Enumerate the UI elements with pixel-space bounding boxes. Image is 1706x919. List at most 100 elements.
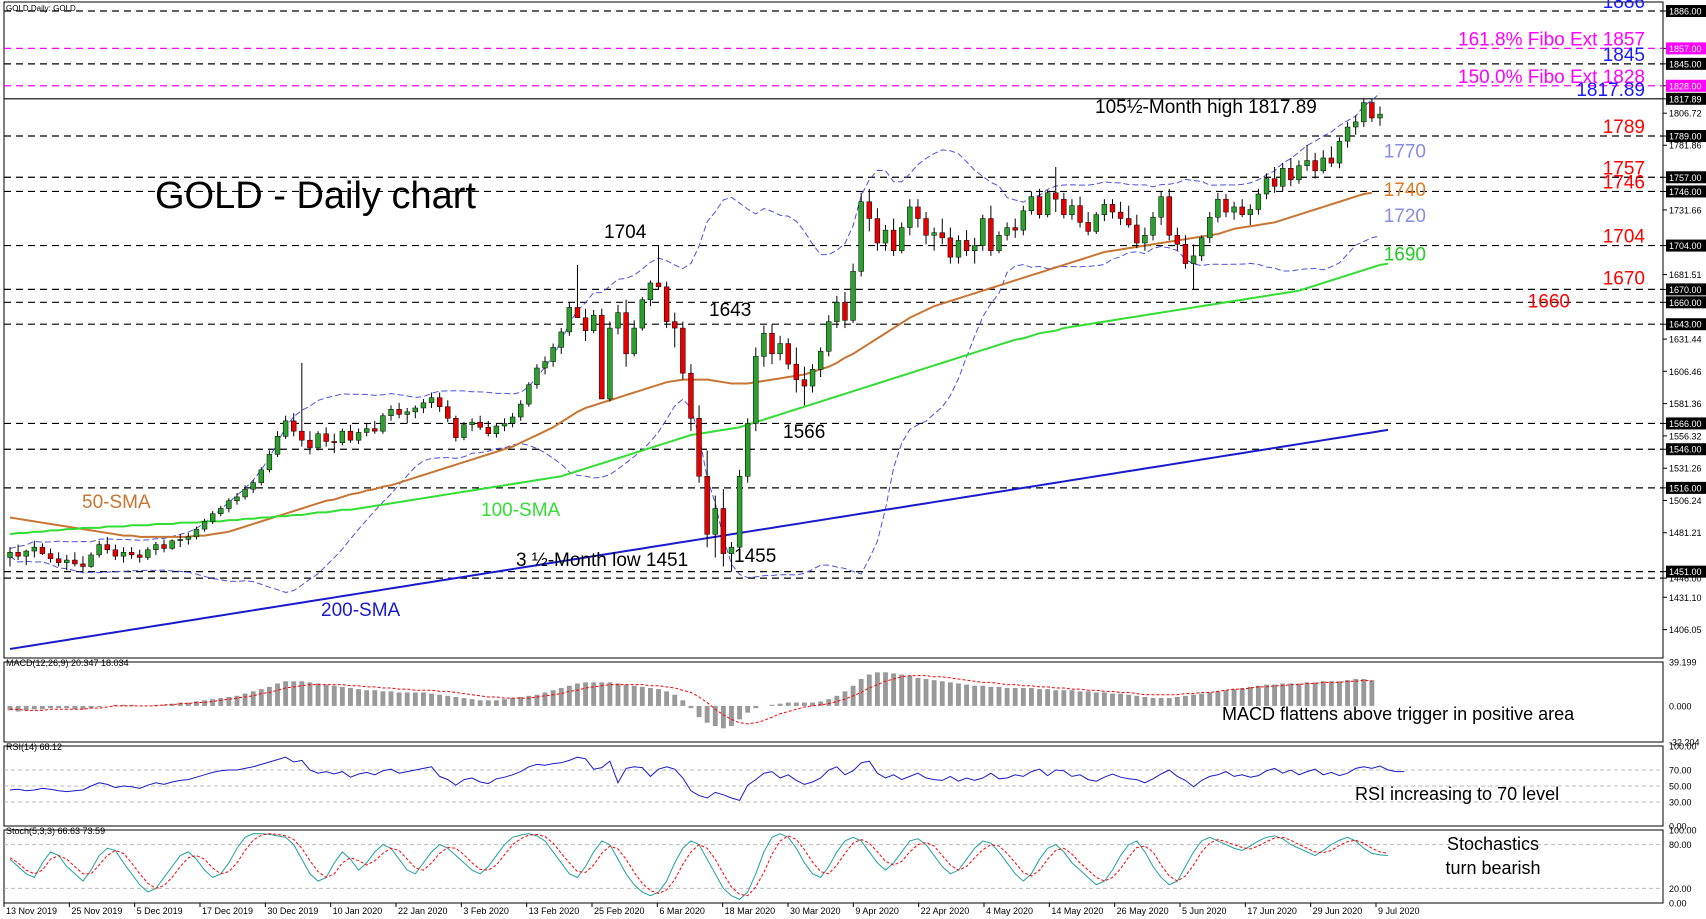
macd-bar: [283, 681, 289, 706]
macd-bar: [1166, 698, 1172, 706]
macd-bar: [956, 683, 961, 706]
candle-body: [355, 432, 362, 441]
candle-body: [388, 409, 394, 416]
macd-bar: [1053, 690, 1059, 706]
macd-bar: [502, 699, 507, 706]
rsi-tick: 100.00: [1669, 742, 1697, 752]
candle-body: [1328, 157, 1335, 164]
price-tick-label: 1531.26: [1669, 464, 1702, 474]
macd-bar: [834, 695, 840, 706]
macd-bar: [526, 695, 532, 706]
rsi-tick: 0.00: [1669, 822, 1687, 832]
macd-bar: [591, 682, 597, 706]
candle-body: [663, 286, 670, 322]
macd-bar: [647, 687, 653, 706]
candle-body: [250, 482, 256, 490]
candle-body: [128, 552, 135, 556]
sma-line-200-sma: [9, 428, 1389, 650]
candle-body: [1263, 178, 1270, 195]
price-tick-box: [1666, 239, 1706, 252]
candle-body: [1361, 102, 1367, 123]
candle-body: [226, 500, 232, 509]
macd-bar: [177, 702, 183, 706]
candle-body: [137, 554, 143, 558]
macd-bar: [566, 685, 572, 706]
macd-bar: [818, 701, 824, 706]
candle-body: [939, 232, 945, 239]
candle-body: [282, 420, 289, 437]
price-tick-label: 1581.36: [1669, 399, 1702, 409]
candle-body: [1166, 196, 1172, 236]
panel-frame: [3, 829, 1664, 904]
date-label: 13 Feb 2020: [529, 906, 580, 916]
macd-bar: [39, 705, 45, 710]
panel-frame: [3, 661, 1664, 743]
macd-bar: [899, 674, 905, 706]
macd-bar: [121, 704, 126, 706]
macd-bar: [907, 675, 913, 706]
candle-body: [64, 559, 70, 563]
macd-bar: [48, 705, 53, 709]
candle-body: [1288, 168, 1294, 181]
macd-bar: [696, 705, 702, 718]
price-tick-box: [1666, 481, 1706, 494]
macd-bar: [785, 702, 791, 706]
rsi-tick: 50.00: [1669, 782, 1692, 792]
macd-bar: [639, 686, 645, 706]
price-tick-box: [1666, 5, 1706, 18]
candle-body: [518, 403, 524, 418]
price-tick-label: 1704.00: [1669, 241, 1702, 251]
macd-bar: [258, 689, 264, 706]
candle-body: [542, 361, 548, 369]
candle-body: [1174, 235, 1181, 245]
macd-bar: [1158, 698, 1164, 706]
macd-bar: [469, 699, 475, 706]
macd-signal-line: [10, 675, 1372, 725]
macd-bar: [339, 686, 345, 706]
candle-body: [1069, 205, 1075, 215]
candle-body: [1312, 160, 1318, 172]
date-label: 9 Jul 2020: [1378, 906, 1420, 916]
candle-body: [55, 558, 62, 563]
macd-bar: [607, 682, 613, 706]
date-label: 22 Apr 2020: [921, 906, 970, 916]
candle-body: [955, 240, 962, 258]
macd-bar: [680, 700, 686, 706]
symbol-label: GOLD,Daily: GOLD: [6, 4, 76, 13]
candle-body: [412, 407, 419, 413]
macd-panel: 39.199 0.000 -32.204: [7, 658, 1700, 748]
macd-bar: [599, 682, 605, 706]
annotation-text: 1704: [604, 222, 647, 243]
candle-body: [1336, 140, 1343, 164]
candle-body: [1207, 216, 1213, 239]
candle-body: [201, 521, 208, 530]
macd-bar: [88, 705, 94, 709]
candle-body: [1182, 244, 1189, 264]
price-tick-box: [1666, 92, 1706, 105]
candle-body: [688, 372, 694, 419]
price-tick-label: 1746.00: [1669, 187, 1702, 197]
macd-bar: [1239, 687, 1245, 706]
level-label: 1720: [1384, 206, 1426, 227]
rsi-panel: 100.00 70.00 50.00 30.00 0.00: [4, 742, 1697, 832]
date-label: 17 Dec 2019: [202, 906, 253, 916]
price-tick-box: [1666, 171, 1706, 184]
candle-body: [680, 327, 686, 374]
candle-body: [1304, 160, 1310, 166]
price-tick-box: [1666, 57, 1706, 70]
level-label: 1690: [1384, 245, 1426, 266]
candle-body: [1093, 214, 1099, 232]
candle-body: [1158, 196, 1164, 218]
macd-bar: [874, 672, 880, 706]
candle-body: [72, 559, 78, 565]
macd-bar: [396, 692, 402, 706]
candle-body: [31, 546, 38, 552]
candle-body: [566, 307, 573, 333]
candle-body: [80, 563, 86, 567]
candle-body: [615, 312, 621, 329]
macd-bar: [1328, 681, 1334, 706]
candle-body: [161, 544, 167, 549]
macd-bar: [1353, 679, 1359, 706]
candle-body: [850, 271, 856, 321]
